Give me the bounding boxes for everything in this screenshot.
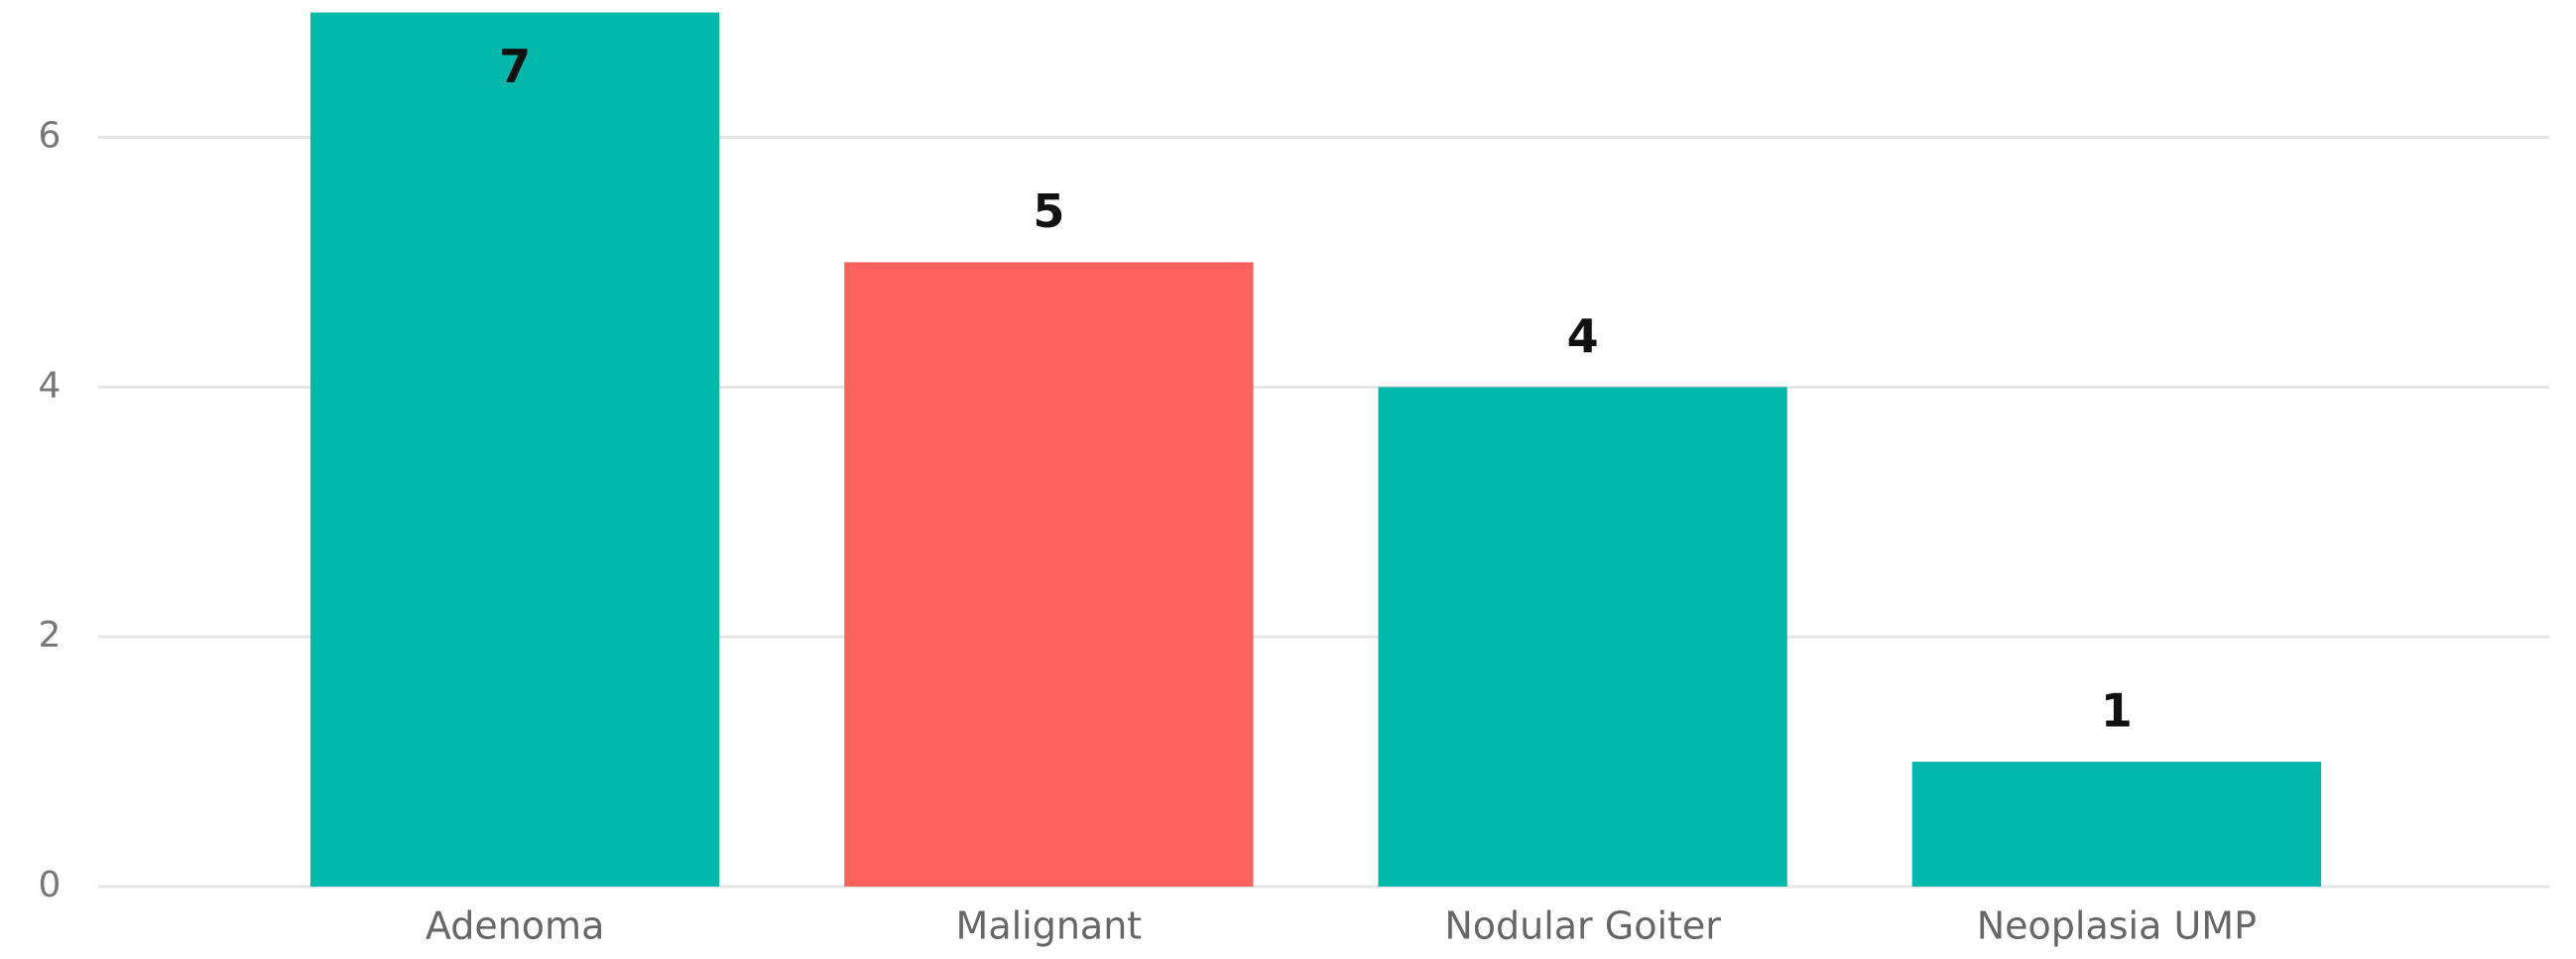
x-tick-label: Adenoma: [426, 904, 604, 948]
y-tick-label: 4: [39, 365, 61, 406]
data-label: 7: [499, 40, 531, 93]
x-tick-label: Neoplasia UMP: [1977, 904, 2257, 948]
y-tick-label: 0: [39, 865, 61, 905]
data-label: 4: [1567, 309, 1599, 363]
bar: [1378, 387, 1787, 887]
bar: [844, 262, 1254, 887]
data-label: 1: [2101, 684, 2133, 738]
data-label: 5: [1033, 184, 1064, 238]
bar: [1911, 762, 2322, 887]
x-tick-label: Malignant: [956, 904, 1143, 948]
x-tick-label: Nodular Goiter: [1444, 904, 1721, 948]
y-tick-label: 2: [39, 615, 61, 656]
bar: [309, 12, 720, 887]
y-tick-label: 6: [39, 116, 61, 157]
